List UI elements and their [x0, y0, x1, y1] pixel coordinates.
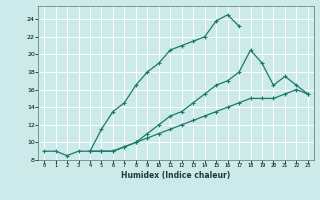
X-axis label: Humidex (Indice chaleur): Humidex (Indice chaleur) — [121, 171, 231, 180]
